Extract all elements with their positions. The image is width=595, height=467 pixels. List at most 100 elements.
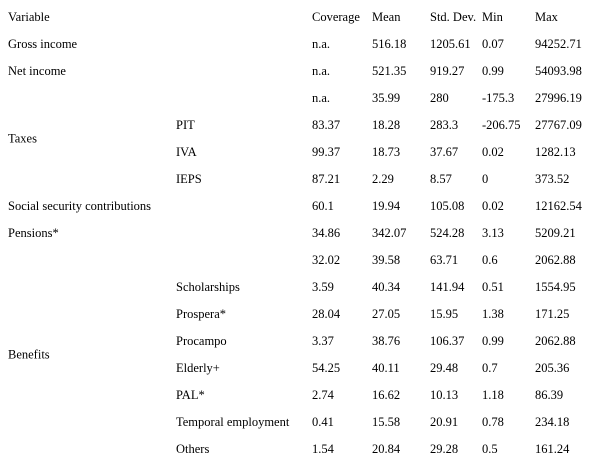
cell: 524.28 (430, 226, 464, 240)
cell: n.a. (312, 64, 330, 78)
cell: 10.13 (430, 388, 458, 402)
cell: 106.37 (430, 334, 464, 348)
sub-label: Temporal employment (176, 415, 290, 429)
row-label: Net income (8, 64, 66, 78)
sub-label: Others (176, 442, 209, 456)
column-header: Coverage (312, 10, 360, 24)
cell: 1.38 (482, 307, 504, 321)
cell: 5209.21 (535, 226, 576, 240)
cell: 63.71 (430, 253, 458, 267)
cell: 0.41 (312, 415, 334, 429)
cell: 0.99 (482, 334, 504, 348)
cell: 0.02 (482, 145, 504, 159)
cell: 0.07 (482, 37, 504, 51)
cell: 20.84 (372, 442, 401, 456)
cell: 0.99 (482, 64, 504, 78)
cell: 0.6 (482, 253, 498, 267)
cell: 27767.09 (535, 118, 582, 132)
group-label: Benefits (8, 347, 50, 361)
cell: 0 (482, 172, 488, 186)
cell: 8.57 (430, 172, 452, 186)
cell: 94252.71 (535, 37, 582, 51)
cell: 171.25 (535, 307, 569, 321)
cell: 1205.61 (430, 37, 471, 51)
sub-label: Procampo (176, 334, 227, 348)
cell: 1282.13 (535, 145, 576, 159)
cell: 141.94 (430, 280, 465, 294)
cell: 283.3 (430, 118, 458, 132)
cell: 54093.98 (535, 64, 582, 78)
cell: 32.02 (312, 253, 340, 267)
sub-label: IVA (176, 145, 197, 159)
cell: 161.24 (535, 442, 570, 456)
cell: 105.08 (430, 199, 464, 213)
cell: 87.21 (312, 172, 340, 186)
sub-label: Scholarships (176, 280, 240, 294)
cell: -175.3 (482, 91, 514, 105)
sub-label: PAL* (176, 388, 205, 402)
cell: 83.37 (312, 118, 340, 132)
cell: 373.52 (535, 172, 569, 186)
sub-label: Prospera* (176, 307, 226, 321)
cell: 35.99 (372, 91, 400, 105)
sub-label: PIT (176, 118, 195, 132)
cell: 37.67 (430, 145, 458, 159)
sub-label: Elderly+ (176, 361, 220, 375)
cell: 0.5 (482, 442, 498, 456)
row-label: Gross income (8, 37, 78, 51)
cell: 99.37 (312, 145, 340, 159)
cell: 1.18 (482, 388, 504, 402)
cell: 205.36 (535, 361, 569, 375)
row-label: Social security contributions (8, 199, 151, 213)
column-header: Mean (372, 10, 401, 24)
cell: 29.48 (430, 361, 458, 375)
row-label: Pensions* (8, 226, 59, 240)
column-header: Std. Dev. (430, 10, 476, 24)
cell: 280 (430, 91, 449, 105)
cell: 40.34 (372, 280, 401, 294)
cell: -206.75 (482, 118, 521, 132)
cell: 1554.95 (535, 280, 576, 294)
cell: 38.76 (372, 334, 400, 348)
cell: 15.95 (430, 307, 458, 321)
cell: 0.78 (482, 415, 504, 429)
column-header: Max (535, 10, 559, 24)
cell: 3.59 (312, 280, 334, 294)
cell: 521.35 (372, 64, 406, 78)
cell: 342.07 (372, 226, 406, 240)
cell: 15.58 (372, 415, 400, 429)
cell: 234.18 (535, 415, 569, 429)
cell: 34.86 (312, 226, 340, 240)
cell: 2.29 (372, 172, 394, 186)
cell: 12162.54 (535, 199, 583, 213)
cell: n.a. (312, 37, 330, 51)
group-label: Taxes (8, 131, 37, 145)
cell: 919.27 (430, 64, 464, 78)
cell: 3.37 (312, 334, 334, 348)
cell: 18.73 (372, 145, 400, 159)
column-header: Min (482, 10, 504, 24)
cell: 27.05 (372, 307, 400, 321)
cell: 60.1 (312, 199, 334, 213)
cell: 2.74 (312, 388, 335, 402)
cell: 54.25 (312, 361, 340, 375)
cell: 86.39 (535, 388, 563, 402)
cell: 0.51 (482, 280, 504, 294)
cell: 28.04 (312, 307, 341, 321)
cell: 20.91 (430, 415, 458, 429)
cell: 516.18 (372, 37, 406, 51)
cell: 2062.88 (535, 253, 576, 267)
cell: 29.28 (430, 442, 458, 456)
cell: 39.58 (372, 253, 400, 267)
cell: 1.54 (312, 442, 335, 456)
cell: 2062.88 (535, 334, 576, 348)
cell: 40.11 (372, 361, 400, 375)
cell: 0.02 (482, 199, 504, 213)
sub-label: IEPS (176, 172, 202, 186)
cell: 18.28 (372, 118, 400, 132)
column-header: Variable (8, 10, 50, 24)
cell: 16.62 (372, 388, 400, 402)
cell: 0.7 (482, 361, 498, 375)
cell: n.a. (312, 91, 330, 105)
